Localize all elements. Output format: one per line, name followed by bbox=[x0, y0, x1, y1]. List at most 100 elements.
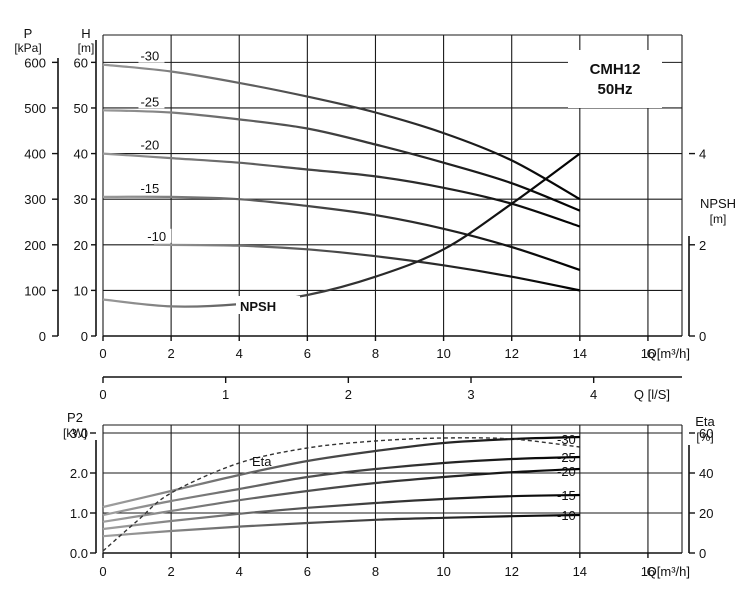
x-tick-label: 4 bbox=[236, 346, 243, 361]
ls-tick-label: 3 bbox=[467, 387, 474, 402]
eta-axis-unit: [%] bbox=[696, 430, 713, 444]
h-axis-unit: [m] bbox=[78, 41, 95, 55]
power-curves bbox=[102, 435, 580, 552]
x-tick-label: 6 bbox=[304, 346, 311, 361]
curve-label-bg bbox=[145, 228, 172, 243]
chart-subtitle: 50Hz bbox=[597, 81, 632, 98]
h-tick-label: 10 bbox=[74, 283, 88, 298]
head-curves bbox=[102, 63, 581, 308]
head-curve-30 bbox=[102, 63, 581, 201]
p2-axis-title: P2 bbox=[67, 410, 83, 425]
power-chart-labels: 0 2 4 6 8 10 12 14 16Q[m³/h] 0.0 1.0 2.0 3.0P2[kW] 0 2… bbox=[63, 410, 716, 579]
eta-tick-label: 0 bbox=[699, 546, 706, 561]
head-curve-label: -30 bbox=[140, 49, 159, 64]
x-tick-label: 10 bbox=[436, 564, 450, 579]
x-tick-label: 10 bbox=[436, 346, 450, 361]
x-tick-label: 8 bbox=[372, 564, 379, 579]
npsh-curve bbox=[102, 152, 581, 308]
power-curve-20 bbox=[102, 467, 580, 523]
p2-tick-label: 1.0 bbox=[70, 506, 88, 521]
x-tick-label: 2 bbox=[168, 564, 175, 579]
x-tick-label: 2 bbox=[168, 346, 175, 361]
x-tick-label: 6 bbox=[304, 564, 311, 579]
npsh-tick-label: 0 bbox=[699, 329, 706, 344]
power-curve-30 bbox=[102, 435, 580, 509]
head-curve-10 bbox=[154, 243, 581, 292]
p2-tick-label: 0.0 bbox=[70, 546, 88, 561]
p-tick-label: 400 bbox=[24, 147, 46, 162]
curve-label-bg bbox=[138, 94, 165, 109]
p-tick-label: 300 bbox=[24, 192, 46, 207]
head-curve-label: -10 bbox=[147, 229, 166, 244]
x-tick-label: 0 bbox=[99, 346, 106, 361]
npsh-axis-title: NPSH bbox=[700, 196, 736, 211]
p-axis-unit: [kPa] bbox=[14, 41, 41, 55]
h-axis-title: H bbox=[81, 26, 90, 41]
curve-label-bg bbox=[138, 48, 165, 63]
eta-tick-label: 60 bbox=[699, 426, 713, 441]
p-tick-label: 200 bbox=[24, 238, 46, 253]
chart-title: CMH12 bbox=[590, 61, 641, 78]
x-tick-label: 14 bbox=[573, 346, 587, 361]
ls-tick-label: 0 bbox=[99, 387, 106, 402]
x-tick-label: 8 bbox=[372, 346, 379, 361]
x-tick-label: 4 bbox=[236, 564, 243, 579]
p-tick-label: 500 bbox=[24, 101, 46, 116]
x-tick-label: 14 bbox=[573, 564, 587, 579]
power-efficiency-chart: 0 2 4 6 8 10 12 14 16Q[m³/h] 0.0 1.0 2.0 3.0P2[kW] 0 2… bbox=[63, 410, 716, 579]
h-tick-label: 30 bbox=[74, 192, 88, 207]
head-curve-label: -25 bbox=[140, 94, 159, 109]
x-tick-label: 16 bbox=[641, 564, 655, 579]
npsh-tick-label: 4 bbox=[699, 147, 706, 162]
p2-tick-label: 2.0 bbox=[70, 466, 88, 481]
power-curve-15 bbox=[102, 493, 580, 531]
x-axis-title: Q[m³/h] bbox=[647, 564, 690, 579]
power-curve-25 bbox=[102, 455, 580, 517]
head-chart-labels: 0 2 4 6 8 10 12 14 16Q[m³/h]0102030405060H[m]010… bbox=[14, 26, 736, 361]
p-axis-title: P bbox=[24, 26, 33, 41]
flow-ls-axis: 0 1 2 3 4 Q [l/S] bbox=[99, 376, 682, 402]
power-chart-grid bbox=[90, 424, 695, 558]
eta-tick-label: 40 bbox=[699, 466, 713, 481]
p2-tick-label: 3.0 bbox=[70, 426, 88, 441]
eta-tick-label: 20 bbox=[699, 506, 713, 521]
ls-tick-label: 1 bbox=[222, 387, 229, 402]
x-tick-label: 16 bbox=[641, 346, 655, 361]
npsh-curve-label: NPSH bbox=[240, 299, 276, 314]
head-curve-25 bbox=[102, 109, 581, 212]
p-tick-label: 600 bbox=[24, 55, 46, 70]
h-tick-label: 60 bbox=[74, 55, 88, 70]
h-tick-label: 20 bbox=[74, 238, 88, 253]
power-curve-label: -25 bbox=[557, 450, 576, 465]
title-box bbox=[568, 50, 662, 108]
eta-curve bbox=[102, 437, 580, 552]
power-curve-label: -10 bbox=[557, 508, 576, 523]
x-tick-label: 12 bbox=[504, 564, 518, 579]
head-curve-chart: 0 2 4 6 8 10 12 14 16Q[m³/h]0102030405060H[m]010… bbox=[14, 26, 736, 361]
x-tick-label: 0 bbox=[99, 564, 106, 579]
ls-tick-label: 4 bbox=[590, 387, 597, 402]
eta-curve-label: Eta bbox=[252, 454, 272, 469]
npsh-axis-unit: [m] bbox=[710, 212, 727, 226]
head-curve-label: -15 bbox=[140, 181, 159, 196]
p-tick-label: 0 bbox=[39, 329, 46, 344]
power-curve-label: -20 bbox=[557, 464, 576, 479]
x-axis-title: Q[m³/h] bbox=[647, 346, 690, 361]
h-tick-label: 0 bbox=[81, 329, 88, 344]
curve-label-bg bbox=[138, 180, 165, 195]
ls-axis-title: Q [l/S] bbox=[634, 387, 670, 402]
npsh-label-bg bbox=[236, 296, 300, 314]
head-curve-20 bbox=[102, 152, 581, 228]
head-curve-label: -20 bbox=[140, 138, 159, 153]
p2-axis-unit: [kW] bbox=[63, 426, 87, 440]
h-tick-label: 50 bbox=[74, 101, 88, 116]
head-curve-15 bbox=[102, 195, 581, 271]
curve-label-bg bbox=[138, 137, 165, 152]
power-curve-10 bbox=[102, 513, 580, 538]
power-curve-label: -15 bbox=[557, 488, 576, 503]
p-tick-label: 100 bbox=[24, 283, 46, 298]
npsh-tick-label: 2 bbox=[699, 238, 706, 253]
eta-axis-title: Eta bbox=[695, 414, 715, 429]
power-curve-label: -30 bbox=[557, 432, 576, 447]
